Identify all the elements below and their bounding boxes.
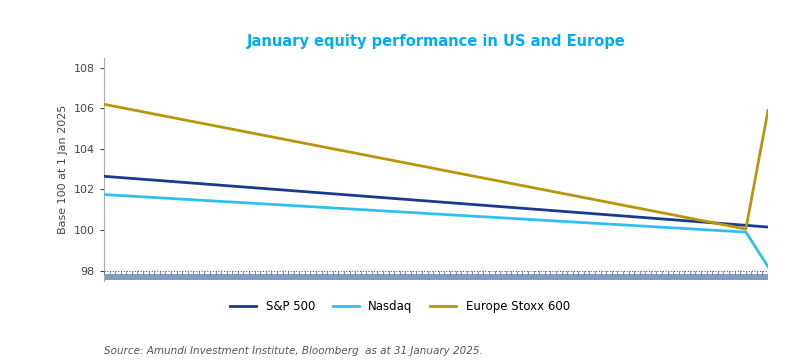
Title: January equity performance in US and Europe: January equity performance in US and Eur… xyxy=(246,35,626,49)
Text: Source: Amundi Investment Institute, Bloomberg  as at 31 January 2025.: Source: Amundi Investment Institute, Blo… xyxy=(104,346,482,356)
Bar xyxy=(104,274,768,280)
Legend: S&P 500, Nasdaq, Europe Stoxx 600: S&P 500, Nasdaq, Europe Stoxx 600 xyxy=(226,296,574,318)
Y-axis label: Base 100 at 1 Jan 2025: Base 100 at 1 Jan 2025 xyxy=(58,104,68,234)
